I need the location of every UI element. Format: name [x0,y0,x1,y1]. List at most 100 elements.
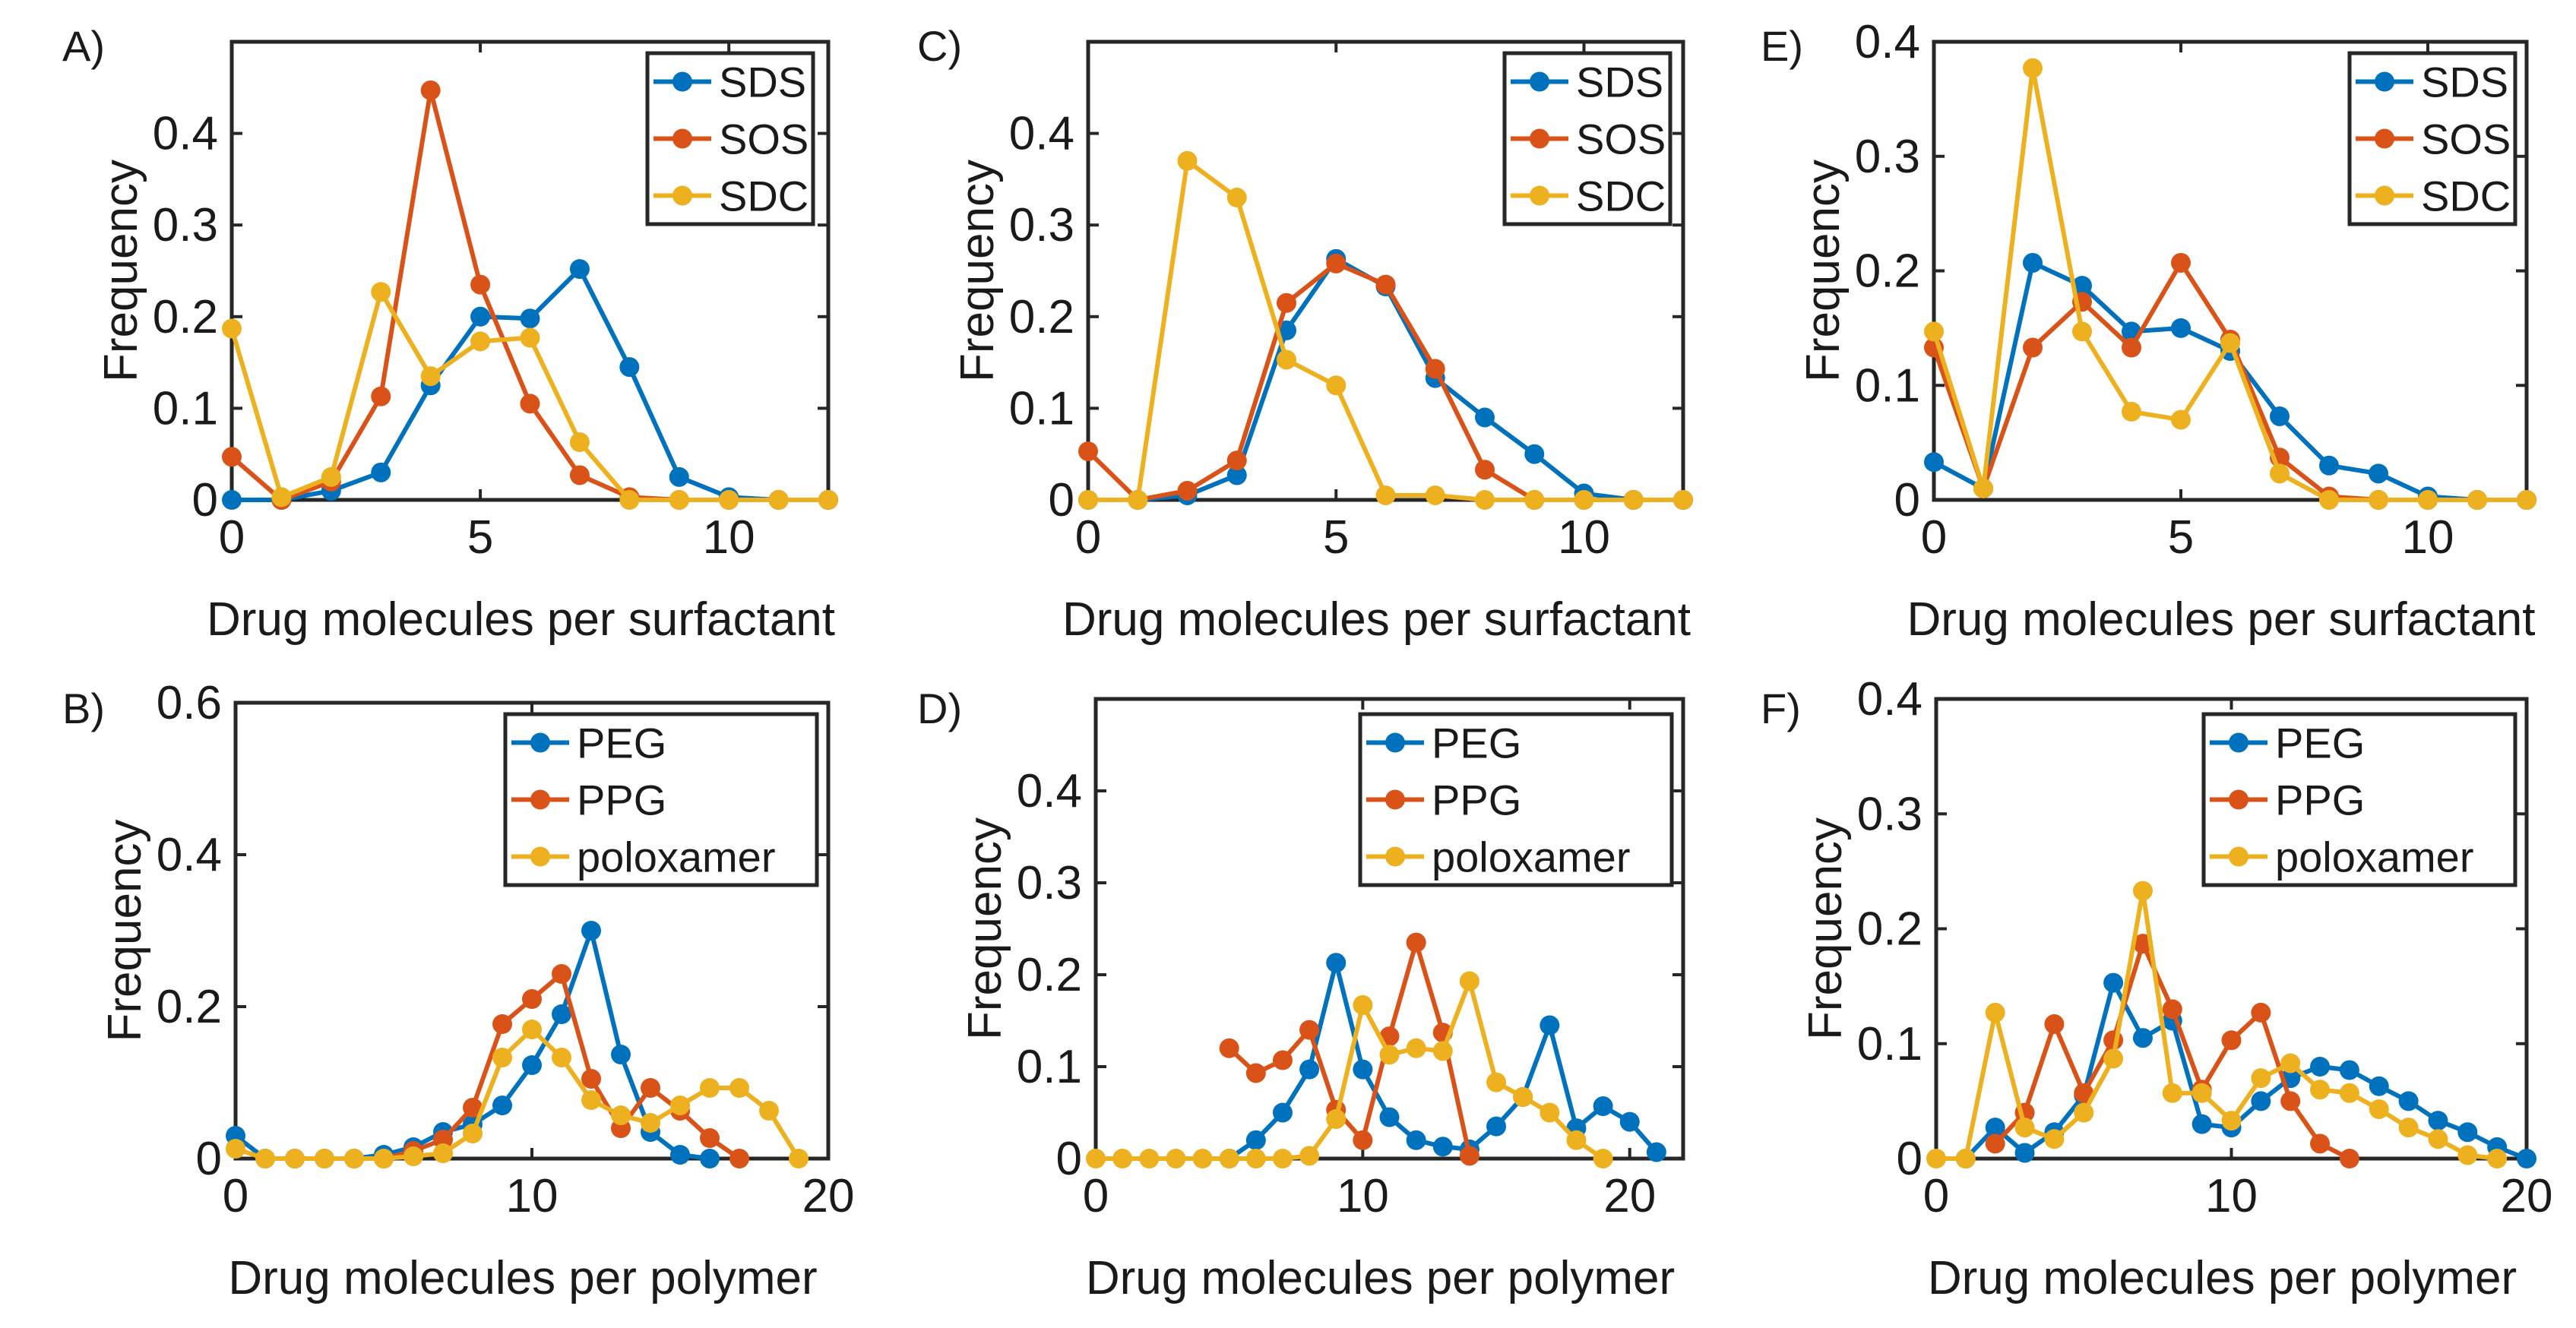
y-tick-label: 0.1 [1009,382,1074,435]
data-point [1326,253,1347,274]
x-tick-label: 0 [1923,1170,1949,1222]
y-tick-label: 0 [1049,474,1074,526]
data-point [492,1096,512,1115]
data-point [2467,490,2487,510]
data-point [611,1105,631,1125]
x-axis-title: Drug molecules per polymer [228,1252,817,1304]
data-point [2191,1114,2212,1134]
chart-panel-d: D) 0 10 20 0 0.1 0.2 0.3 0.4 Drug molecules per p… [917,685,1685,1304]
data-point [2072,321,2092,342]
data-point [1272,1149,1293,1168]
y-tick-label: 0.1 [1855,359,1920,412]
data-point [1459,971,1479,991]
data-point [759,1101,779,1121]
panel-label: E) [1761,22,1803,70]
data-point [2023,337,2043,358]
data-point [315,1149,334,1168]
legend-swatch-marker [2229,732,2248,753]
data-point [255,1149,275,1168]
data-point [1475,460,1495,480]
data-point [2517,1149,2536,1168]
y-tick-label: 0.4 [157,829,222,881]
legend-swatch-marker [1530,71,1549,92]
data-point [569,259,590,280]
data-point [2171,318,2191,338]
data-point [1955,1149,1976,1168]
data-point [552,1048,571,1067]
y-tick-label: 0.4 [153,108,218,160]
data-point [2398,1091,2419,1111]
data-point [641,1113,660,1133]
data-point [1299,1146,1320,1166]
data-point [1299,1059,1320,1080]
data-point [2339,1149,2359,1168]
data-point [1926,1149,1946,1168]
x-tick-label: 0 [1921,511,1947,564]
data-point [2251,1002,2271,1023]
y-tick-label: 0.3 [1009,199,1074,251]
x-tick-label: 0 [1083,1170,1109,1222]
legend: SDS SOS SDC [1502,51,1673,226]
legend-swatch-marker [1530,128,1549,149]
panel-label: B) [62,685,105,732]
data-point [552,964,571,984]
data-point [818,490,838,510]
data-point [1272,1102,1293,1123]
series-sds [1924,252,2536,510]
data-point [1432,1137,1453,1157]
legend-swatch-marker [530,732,550,753]
data-point [729,1078,749,1098]
data-point [1513,1086,1533,1107]
series-sdc [222,282,838,510]
legend-swatch-marker [2375,128,2394,149]
data-point [1486,1072,1507,1092]
series-peg [1955,972,2536,1168]
data-point [2044,1129,2065,1149]
data-point [1277,292,1296,313]
data-point [492,1014,512,1034]
data-point [520,308,540,329]
data-point [1078,441,1098,462]
data-point [222,447,242,467]
data-point [1226,465,1247,485]
data-point [1574,490,1594,510]
data-point [2221,1111,2242,1131]
data-point [2418,490,2438,510]
data-point [2014,1143,2035,1163]
data-point [700,1149,720,1168]
y-tick-label: 0 [196,1133,222,1185]
data-point [1326,1108,1347,1129]
y-tick-label: 0.2 [1857,903,1923,956]
data-point [2122,401,2141,422]
legend-swatch-marker [2229,846,2248,867]
y-axis-title: Frequency [99,820,151,1042]
y-tick-label: 0 [1894,474,1920,526]
legend-swatch-marker [1385,789,1405,810]
data-point [1078,490,1098,510]
data-point [520,327,540,348]
data-point [1646,1142,1666,1162]
data-point [470,331,491,352]
y-tick-label: 0.4 [1017,765,1082,817]
legend-swatch-marker [1530,185,1549,206]
data-point [2251,1068,2271,1089]
data-point [1139,1149,1160,1168]
data-point [2369,1076,2389,1096]
data-point [2319,455,2339,476]
y-tick-label: 0.4 [1855,16,1920,68]
data-point [1566,1130,1587,1150]
data-point [420,80,441,100]
data-point [2280,1053,2301,1073]
data-point [1353,1130,1373,1150]
data-point [1673,490,1693,510]
data-point [463,1124,483,1143]
data-point [2457,1145,2478,1165]
data-point [1475,407,1495,428]
data-point [2103,972,2124,993]
y-tick-label: 0.3 [1017,857,1082,909]
data-point [581,1069,601,1089]
series-sdc [1924,58,2536,510]
data-point [619,490,640,510]
data-point [611,1045,631,1064]
